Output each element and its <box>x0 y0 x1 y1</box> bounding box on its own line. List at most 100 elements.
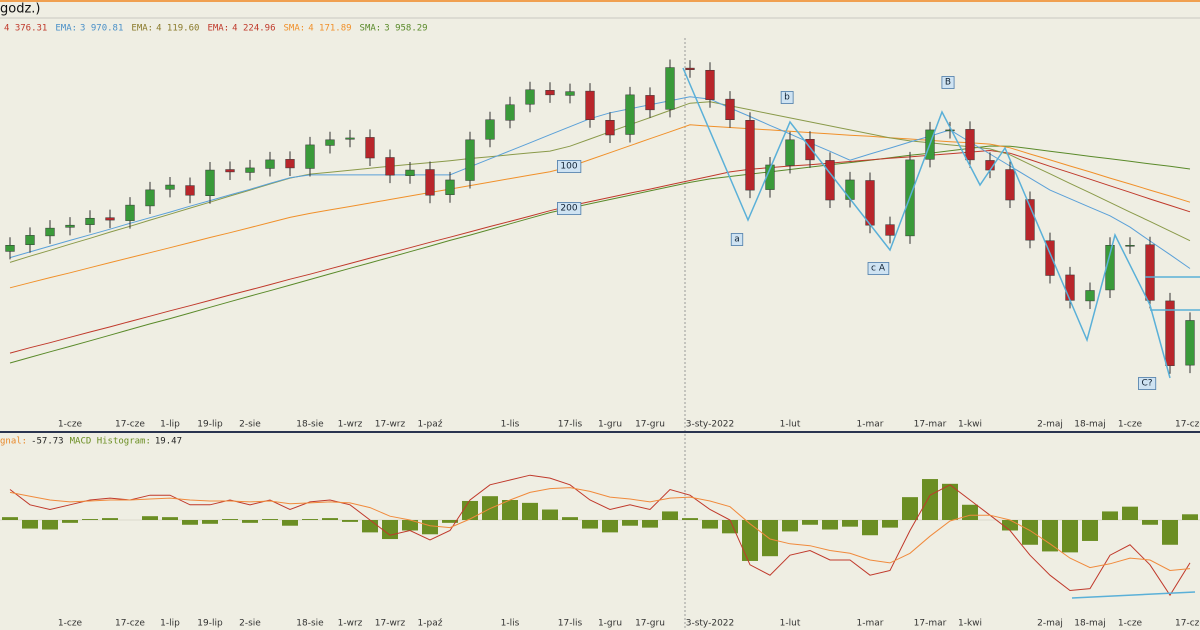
indicator-value: 4 119.60 <box>156 24 199 34</box>
histogram-bar <box>342 520 358 522</box>
candle-body <box>605 120 615 136</box>
indicator-value: 4 376.31 <box>4 24 47 34</box>
candle-body <box>585 90 595 120</box>
x-tick-label: 17-gru <box>635 420 665 430</box>
moving-average <box>9 96 1191 269</box>
x-tick-label: 3-sty-2022 <box>686 420 735 430</box>
histogram-bar <box>1162 520 1178 545</box>
histogram-bar <box>1082 520 1098 541</box>
histogram-bar <box>462 500 478 520</box>
x-tick-label: 1-paź <box>418 420 443 430</box>
x-tick-label: 1-kwi <box>958 619 982 629</box>
x-tick-label: 1-gru <box>598 420 622 430</box>
x-tick-label: 1-cze <box>1118 420 1143 430</box>
histogram-bar <box>22 520 38 529</box>
annotation-box <box>730 233 744 246</box>
candle-body <box>5 245 15 252</box>
indicator-value: 4 171.89 <box>308 24 351 34</box>
candle-body <box>865 180 875 226</box>
x-tick-label: 17-wrz <box>375 420 406 430</box>
candle-body <box>785 139 795 166</box>
x-tick-label: 17-cze <box>115 619 145 629</box>
candle-body <box>565 91 575 96</box>
window-title: godz.) <box>0 2 41 17</box>
annotation-label: c A <box>871 264 886 274</box>
annotation-box <box>557 202 582 215</box>
histogram-bar <box>1042 520 1058 552</box>
histogram-bar <box>1122 506 1138 520</box>
histogram-bar <box>302 519 318 520</box>
candle-body <box>385 157 395 176</box>
indicator-name: EMA: <box>207 24 229 34</box>
x-tick-label: 1-lip <box>160 619 180 629</box>
histogram-bar <box>942 483 958 520</box>
x-tick-label: 1-mar <box>857 420 884 430</box>
legend-value: -57.73 <box>31 437 64 447</box>
x-tick-label: 1-paź <box>418 619 443 629</box>
histogram-bar <box>422 520 438 535</box>
histogram-bar <box>902 497 918 520</box>
histogram-bar <box>182 520 198 525</box>
candle-body <box>285 159 295 169</box>
histogram-bar <box>642 520 658 528</box>
legend-name: gnal: <box>0 437 27 447</box>
x-tick-label: 2-sie <box>239 420 261 430</box>
candle-body <box>645 95 655 111</box>
candle-body <box>165 184 175 190</box>
legend-value: 19.47 <box>155 437 182 447</box>
histogram-bar <box>382 520 398 540</box>
candle-body <box>1145 244 1155 301</box>
histogram-bar <box>1022 520 1038 545</box>
x-tick-label: 19-lip <box>197 420 223 430</box>
x-tick-label: 3-sty-2022 <box>686 619 735 629</box>
x-tick-label: 1-cze <box>58 619 83 629</box>
candle-body <box>725 98 735 120</box>
histogram-bar <box>442 520 458 523</box>
candle-body <box>545 90 555 96</box>
candle-body <box>1025 199 1035 241</box>
x-tick-label: 1-cze <box>58 420 83 430</box>
candle-body <box>465 139 475 181</box>
x-tick-label: 2-maj <box>1037 420 1063 430</box>
candle-body <box>1005 169 1015 201</box>
candle-body <box>345 137 355 140</box>
moving-average <box>9 101 1191 263</box>
histogram-bar <box>782 520 798 532</box>
annotation-label: a <box>734 235 740 245</box>
annotation-label: b <box>784 93 790 103</box>
candle-body <box>845 179 855 200</box>
candle-body <box>405 169 415 176</box>
candle-body <box>825 160 835 201</box>
x-tick-label: 1-lis <box>501 420 520 430</box>
x-tick-label: 2-maj <box>1037 619 1063 629</box>
histogram-bar <box>2 517 18 520</box>
candle-body <box>185 185 195 196</box>
histogram-bar <box>662 511 678 520</box>
histogram-bar <box>242 520 258 523</box>
histogram-bar <box>322 518 338 520</box>
candle-body <box>325 139 335 146</box>
histogram-bar <box>1062 520 1078 553</box>
candle-body <box>85 217 95 225</box>
x-tick-label: 18-maj <box>1074 420 1105 430</box>
x-tick-label: 1-lut <box>780 420 801 430</box>
histogram-bar <box>742 520 758 561</box>
histogram-bar <box>222 519 238 520</box>
candle-body <box>665 67 675 110</box>
x-tick-label: 19-lip <box>197 619 223 629</box>
histogram-bar <box>962 504 978 520</box>
x-tick-label: 18-sie <box>296 420 324 430</box>
histogram-bar <box>162 517 178 520</box>
histogram-bar <box>282 520 298 526</box>
histogram-bar <box>522 502 538 520</box>
indicator-value: 3 970.81 <box>80 24 123 34</box>
candle-body <box>805 139 815 161</box>
legend-name: MACD Histogram: <box>70 437 151 447</box>
histogram-bar <box>62 520 78 523</box>
histogram-bar <box>82 519 98 520</box>
x-tick-label: 1-gru <box>598 619 622 629</box>
x-tick-label: 1-wrz <box>338 619 363 629</box>
